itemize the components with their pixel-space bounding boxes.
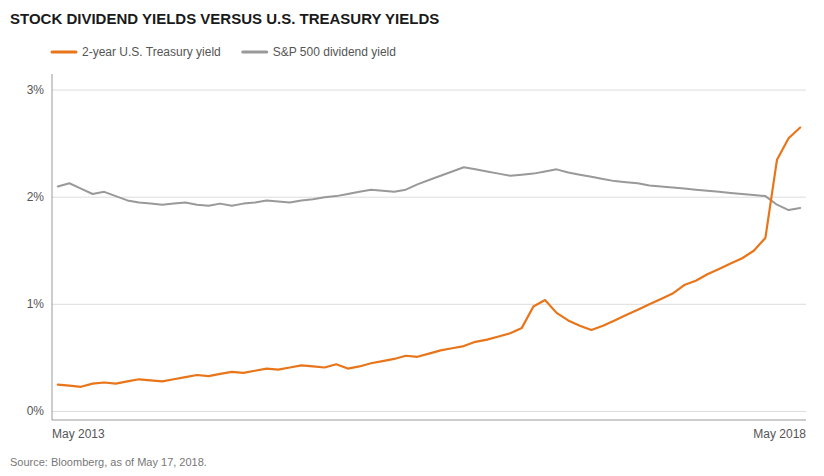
lines xyxy=(58,128,800,387)
background xyxy=(0,0,824,476)
x-tick-label: May 2013 xyxy=(52,427,105,441)
series-line xyxy=(58,167,800,210)
title: STOCK DIVIDEND YIELDS VERSUS U.S. TREASU… xyxy=(10,10,439,27)
y-tick-label: 0% xyxy=(27,404,45,418)
y-tick-label: 3% xyxy=(27,83,45,97)
grid-line xyxy=(52,197,806,198)
grid-line xyxy=(52,304,806,305)
y-tick-label: 1% xyxy=(27,297,45,311)
legend-label: S&P 500 dividend yield xyxy=(273,45,396,59)
grid-line xyxy=(52,411,806,412)
y-grid xyxy=(52,90,806,411)
x-tick-label: May 2018 xyxy=(753,427,806,441)
legend: 2-year U.S. Treasury yield S&P 500 divide… xyxy=(52,45,396,59)
grid-line xyxy=(52,90,806,91)
chart: STOCK DIVIDEND YIELDS VERSUS U.S. TREASU… xyxy=(0,0,824,476)
y-axis-line xyxy=(52,74,53,420)
series-line xyxy=(58,128,800,387)
x-axis-line xyxy=(52,420,806,421)
y-tick-label: 2% xyxy=(27,190,45,204)
legend-swatch xyxy=(243,51,267,54)
legend-swatch xyxy=(52,51,76,54)
source-note: Source: Bloomberg, as of May 17, 2018. xyxy=(10,456,207,468)
legend-label: 2-year U.S. Treasury yield xyxy=(82,45,221,59)
